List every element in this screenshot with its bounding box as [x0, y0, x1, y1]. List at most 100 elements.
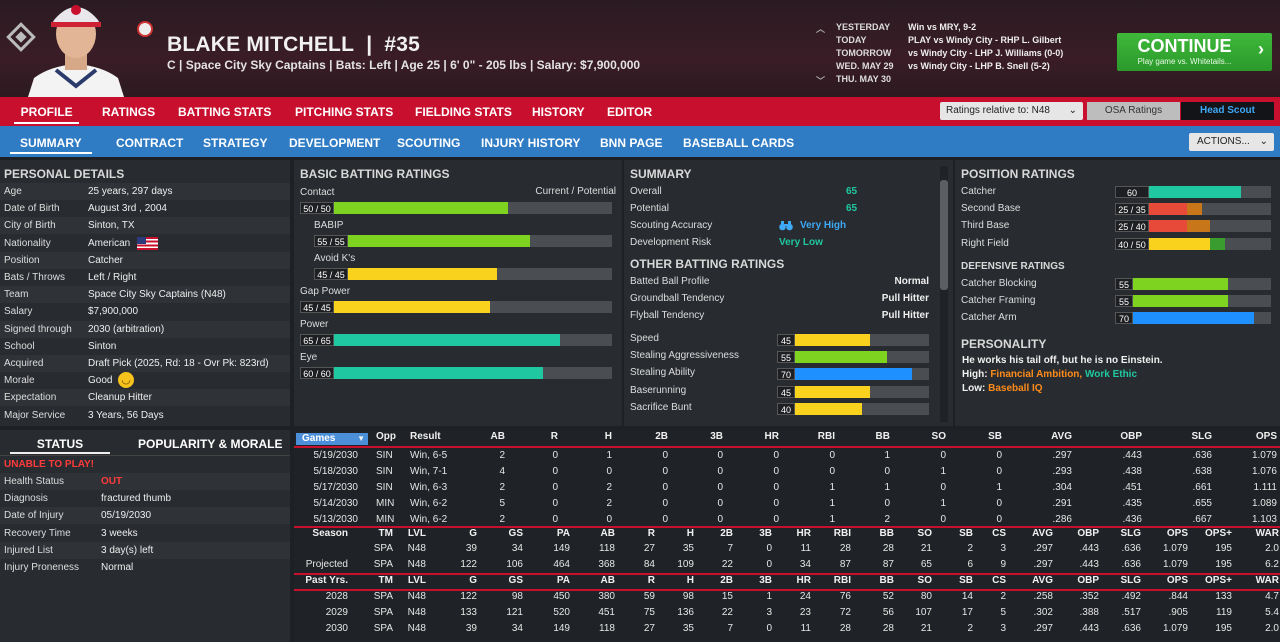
position-rating-label: Second Base [961, 203, 1021, 215]
batting-rating-label: Eye [300, 352, 318, 363]
status-label: Date of Injury [4, 510, 64, 522]
personality-title: PERSONALITY [961, 337, 1047, 351]
other-rating-bar: 70 [777, 368, 929, 381]
other-rating-label: Sacrifice Bunt [630, 401, 692, 413]
status-value: 3 day(s) left [101, 544, 154, 556]
osa-ratings-button[interactable]: OSA Ratings [1087, 102, 1180, 120]
other-rating-label: Groundball Tendency [630, 293, 725, 304]
head-scout-button[interactable]: Head Scout [1181, 102, 1274, 120]
continue-button[interactable]: CONTINUE Play game vs. Whitetails... › [1117, 33, 1272, 71]
league-logo-icon [6, 22, 36, 52]
detail-value: Space City Sky Captains (N48) [88, 289, 226, 301]
detail-label: Age [4, 186, 22, 197]
game-row: 5/14/2030 MIN Win, 6-2 5 0 2 0 0 0 1 0 1 0.291.435.6… [313, 498, 1278, 509]
rating-number: 70 [1115, 312, 1133, 325]
position-rating-label: Third Base [961, 220, 1010, 232]
defensive-rating-label: Catcher Framing [961, 295, 1036, 307]
other-rating-value: Normal [894, 276, 929, 287]
rating-number: 55 [1115, 278, 1133, 290]
batting-rating-label: Power [300, 319, 329, 330]
detail-label: Salary [4, 306, 33, 318]
rating-number: 50 / 50 [300, 202, 334, 214]
other-rating-bar: 45 [777, 385, 929, 398]
detail-value: 25 years, 297 days [88, 186, 173, 197]
rating-number: 70 [777, 368, 795, 381]
batting-rating-label: Avoid K's [314, 253, 356, 264]
detail-label: City of Birth [4, 220, 56, 232]
tab-status[interactable]: STATUS [10, 434, 110, 454]
potential-label: Potential [630, 203, 669, 214]
tab-pitching-stats[interactable]: PITCHING STATS [295, 105, 394, 119]
panel-title: BASIC BATTING RATINGS [300, 167, 450, 181]
smiley-icon: ◡ [118, 372, 134, 389]
ratings-relative-select[interactable]: Ratings relative to: N48 ⌄ [940, 102, 1083, 120]
development-risk-value: Very Low [779, 237, 823, 248]
tab-history[interactable]: HISTORY [532, 105, 585, 119]
other-rating-bar: 55 [777, 351, 929, 364]
personal-details-panel: PERSONAL DETAILS Age 25 years, 297 days Da… [0, 160, 290, 426]
personality-high: High: Financial Ambition, Work Ethic [962, 369, 1138, 380]
other-rating-label: Speed [630, 333, 659, 344]
position-rating-bar: 60 [1115, 186, 1271, 198]
status-value: fractured thumb [101, 493, 172, 505]
batting-rating-bar: 45 / 45 [300, 301, 612, 313]
status-value: OUT [101, 476, 123, 487]
panel-title: SUMMARY [630, 167, 692, 181]
detail-value: Sinton [88, 340, 117, 352]
status-value: Normal [101, 562, 134, 573]
tab-development[interactable]: DEVELOPMENT [289, 136, 381, 150]
position-rating-label: Right Field [961, 237, 1009, 249]
tab-ratings[interactable]: RATINGS [102, 105, 156, 119]
rating-number: 25 / 40 [1115, 220, 1149, 233]
chevron-down-icon: ⌄ [1068, 105, 1077, 116]
status-alert: UNABLE TO PLAY! [4, 459, 95, 470]
scrollbar[interactable] [940, 166, 948, 422]
stats-table: Games ▼ Opp Result AB R H 2B 3B HR RBI BB SO SB AVG OBP… [294, 430, 1280, 642]
rating-number: 60 / 60 [300, 367, 334, 379]
tab-injury-history[interactable]: INJURY HISTORY [481, 136, 581, 150]
personality-description: He works his tail off, but he is no Eins… [962, 355, 1163, 366]
games-select[interactable]: Games ▼ [296, 433, 368, 445]
tab-editor[interactable]: EDITOR [607, 105, 653, 119]
tab-profile[interactable]: PROFILE [14, 105, 80, 124]
detail-label: School [4, 340, 35, 352]
defensive-ratings-title: DEFENSIVE RATINGS [961, 261, 1065, 272]
actions-select[interactable]: ACTIONS... ⌄ [1189, 133, 1274, 151]
schedule-list: ︿ YESTERDAY Win vs MRY, 9-2 TODAY PLAY vs W… [816, 22, 1064, 86]
position-rating-bar: 25 / 40 [1115, 220, 1271, 233]
rating-number: 45 / 45 [314, 268, 348, 280]
chevron-down-icon: ⌄ [1259, 136, 1268, 147]
detail-label: Date of Birth [4, 203, 60, 215]
detail-value: Cleanup Hitter [88, 392, 152, 404]
rating-number: 45 [777, 385, 795, 398]
tab-fielding-stats[interactable]: FIELDING STATS [415, 105, 512, 119]
rating-number: 55 [1115, 295, 1133, 308]
tab-batting-stats[interactable]: BATTING STATS [178, 105, 272, 119]
position-ratings-panel: POSITION RATINGS Catcher 60 Second Base 25 … [955, 160, 1280, 426]
past-year-row: 2029 SPA N48 133 121 520 451 75 136 22 3 23 72 56 107 1… [325, 607, 1279, 618]
tab-bnn-page[interactable]: BNN PAGE [600, 136, 663, 150]
chevron-down-icon: ▼ [357, 434, 365, 443]
chevron-up-icon[interactable]: ︿ [816, 24, 826, 34]
detail-value: Left / Right [88, 272, 137, 283]
tab-baseball-cards[interactable]: BASEBALL CARDS [683, 136, 795, 150]
batting-rating-label: BABIP [314, 220, 344, 231]
tab-strategy[interactable]: STRATEGY [203, 136, 268, 150]
tab-contract[interactable]: CONTRACT [116, 136, 184, 150]
tab-popularity-morale[interactable]: POPULARITY & MORALE [138, 437, 283, 451]
tab-summary[interactable]: SUMMARY [10, 136, 92, 154]
other-rating-label: Stealing Ability [630, 367, 696, 379]
rating-number: 65 / 65 [300, 334, 334, 346]
current-potential-label: Current / Potential [535, 186, 616, 197]
tab-scouting[interactable]: SCOUTING [397, 136, 461, 150]
defensive-rating-label: Catcher Arm [961, 312, 1017, 324]
other-rating-label: Flyball Tendency [630, 310, 705, 321]
past-years-header: Past Yrs. TM LVL G GS PA AB R H 2B 3B HR RBI BB SO SB CS… [305, 575, 1279, 586]
status-label: Diagnosis [4, 493, 48, 505]
detail-value: Sinton, TX [88, 220, 135, 232]
chevron-down-icon[interactable]: ﹀ [816, 76, 826, 86]
rating-number: 60 [1115, 186, 1149, 198]
other-rating-label: Stealing Aggressiveness [630, 350, 739, 362]
potential-value: 65 [846, 203, 858, 214]
player-name-line: BLAKE MITCHELL | #35 [167, 33, 420, 56]
